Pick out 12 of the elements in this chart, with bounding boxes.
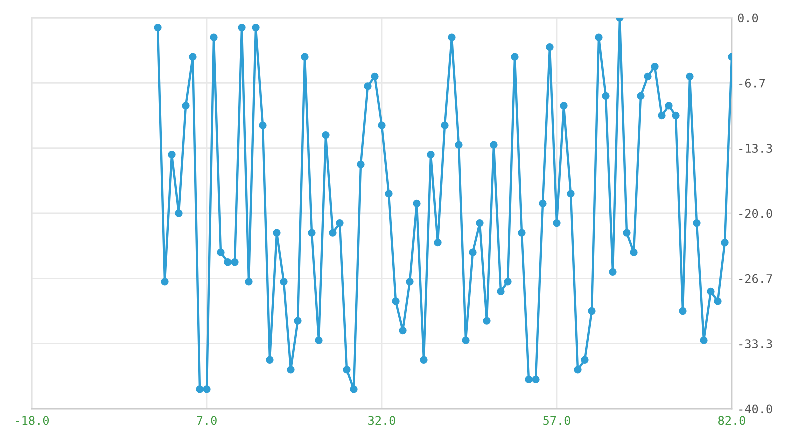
y-tick-label: -26.7: [740, 274, 772, 284]
y-tick-label: -33.3: [740, 340, 772, 349]
y-tick-label: 0.0: [738, 14, 758, 23]
x-tick-label: 82.0: [718, 416, 746, 426]
x-tick-label: 57.0: [544, 416, 570, 426]
y-tick-label: -20.0: [740, 209, 772, 218]
x-tick-label: -18.0: [16, 416, 50, 426]
y-tick-label: -13.3: [740, 144, 772, 154]
y-tick-label: -6.7: [740, 78, 766, 88]
y-tick-label: -40.0: [740, 404, 772, 414]
x-tick-label: 32.0: [368, 416, 396, 426]
x-tick-label: 7.0: [197, 416, 217, 426]
